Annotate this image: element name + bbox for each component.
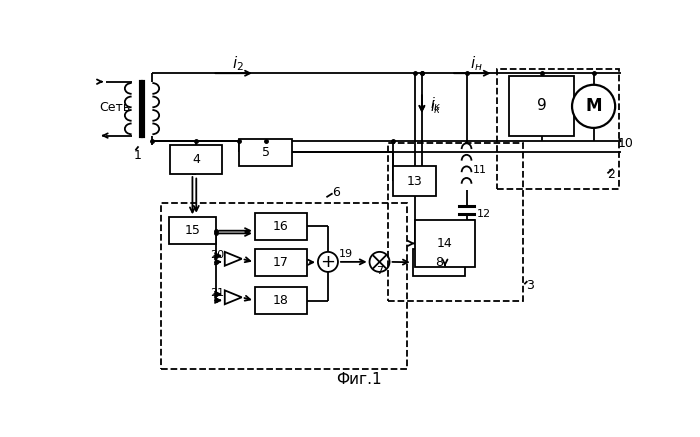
Text: 19: 19 — [339, 249, 353, 259]
Text: 16: 16 — [273, 219, 289, 232]
Bar — [239, 139, 292, 166]
Text: +: + — [321, 253, 335, 271]
Text: $i_к$: $i_к$ — [430, 98, 441, 116]
Text: 6: 6 — [332, 186, 340, 199]
Text: 18: 18 — [273, 294, 289, 307]
Text: Фиг.1: Фиг.1 — [336, 372, 382, 387]
Text: 11: 11 — [473, 165, 486, 175]
Text: 21: 21 — [210, 288, 224, 298]
Text: 10: 10 — [617, 137, 634, 150]
Bar — [388, 143, 523, 301]
Bar — [393, 166, 435, 196]
Bar — [413, 249, 465, 276]
Text: 14: 14 — [437, 237, 453, 250]
Text: $i_2$: $i_2$ — [232, 55, 244, 73]
Text: 20: 20 — [210, 250, 224, 260]
Text: 5: 5 — [262, 146, 270, 159]
Text: 8: 8 — [435, 256, 443, 269]
Text: 17: 17 — [273, 256, 289, 269]
Bar — [255, 212, 307, 239]
Text: $i_к$: $i_к$ — [430, 95, 441, 113]
Text: 15: 15 — [185, 224, 200, 237]
Circle shape — [572, 85, 615, 128]
Text: 2: 2 — [608, 168, 615, 181]
Text: 1: 1 — [134, 149, 142, 162]
Bar — [497, 69, 619, 189]
Text: 7: 7 — [376, 266, 383, 276]
Text: 3: 3 — [526, 279, 533, 292]
Bar — [509, 76, 574, 135]
Text: $i_н$: $i_н$ — [470, 55, 482, 73]
Bar — [255, 249, 307, 276]
Bar — [169, 217, 216, 244]
Bar — [170, 145, 223, 174]
Text: M: M — [585, 97, 602, 115]
Bar — [415, 220, 475, 267]
Text: Сеть: Сеть — [99, 101, 130, 114]
Text: 9: 9 — [537, 98, 547, 113]
Text: 12: 12 — [477, 209, 491, 219]
Text: 13: 13 — [407, 174, 423, 187]
Text: 4: 4 — [193, 153, 200, 166]
Bar — [161, 203, 407, 369]
Bar — [255, 287, 307, 314]
